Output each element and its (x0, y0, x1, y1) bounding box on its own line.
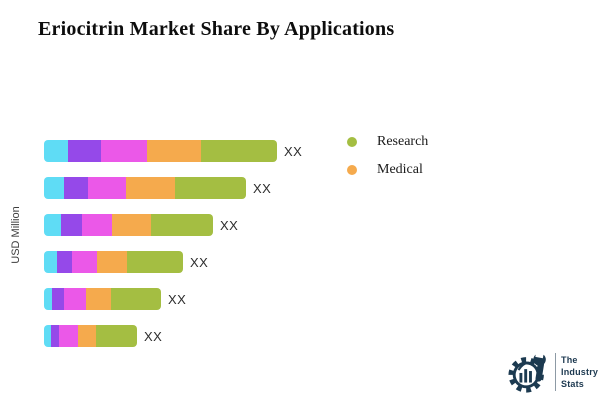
bar-segment (68, 140, 101, 162)
logo-line: The (561, 355, 578, 365)
logo-line: Industry (561, 367, 599, 377)
bar-segment (97, 251, 127, 273)
logo-divider (555, 353, 556, 391)
y-axis-label: USD Million (10, 206, 22, 264)
bar-segment (64, 288, 86, 310)
stacked-bar (44, 177, 246, 199)
brand-logo: The Industry Stats (507, 349, 598, 395)
logo-text: The Industry Stats (561, 354, 598, 390)
bar-segment (151, 214, 213, 236)
legend-item-medical: Medical (347, 161, 428, 179)
bar-segment (44, 140, 68, 162)
bar-segment (72, 251, 97, 273)
bar-row: XX (44, 214, 302, 236)
bar-segment (59, 325, 78, 347)
stacked-bar (44, 288, 161, 310)
bar-row: XX (44, 140, 302, 162)
bar-segment (101, 140, 147, 162)
logo-line: Stats (561, 379, 585, 389)
bar-segment (126, 177, 175, 199)
bar-value-label: XX (220, 217, 239, 233)
stacked-bar (44, 325, 137, 347)
stacked-bar (44, 251, 183, 273)
bar-value-label: XX (284, 143, 303, 159)
bar-segment (147, 140, 201, 162)
bars-container: XX XX XX XX XX XX (44, 140, 302, 362)
bar-segment (175, 177, 246, 199)
bar-value-label: XX (190, 254, 209, 270)
bar-segment (82, 214, 112, 236)
bar-row: XX (44, 325, 302, 347)
bar-segment (127, 251, 183, 273)
bar-segment (64, 177, 88, 199)
bar-value-label: XX (168, 291, 187, 307)
bar-segment (57, 251, 72, 273)
bar-segment (96, 325, 137, 347)
bar-value-label: XX (144, 328, 163, 344)
medical-legend-dot-icon (347, 165, 357, 175)
gear-wrench-chart-icon (507, 349, 553, 395)
bar-row: XX (44, 288, 302, 310)
bar-segment (201, 140, 277, 162)
research-legend-dot-icon (347, 137, 357, 147)
legend: Research Medical (347, 133, 428, 189)
bar-row: XX (44, 177, 302, 199)
bar-row: XX (44, 251, 302, 273)
legend-label: Research (377, 134, 429, 149)
legend-item-research: Research (347, 133, 428, 151)
bar-segment (78, 325, 96, 347)
legend-label: Medical (377, 162, 423, 177)
stacked-bar (44, 214, 213, 236)
bar-segment (86, 288, 111, 310)
bar-segment (111, 288, 161, 310)
chart-title: Eriocitrin Market Share By Applications (38, 18, 395, 40)
stacked-bar (44, 140, 277, 162)
bar-segment (51, 325, 59, 347)
bar-segment (44, 288, 52, 310)
bar-segment (88, 177, 126, 199)
bar-segment (61, 214, 82, 236)
bar-segment (44, 251, 57, 273)
bar-segment (44, 177, 64, 199)
bar-segment (44, 214, 61, 236)
bar-segment (112, 214, 151, 236)
bar-segment (44, 325, 51, 347)
bar-segment (52, 288, 64, 310)
bar-value-label: XX (253, 180, 272, 196)
